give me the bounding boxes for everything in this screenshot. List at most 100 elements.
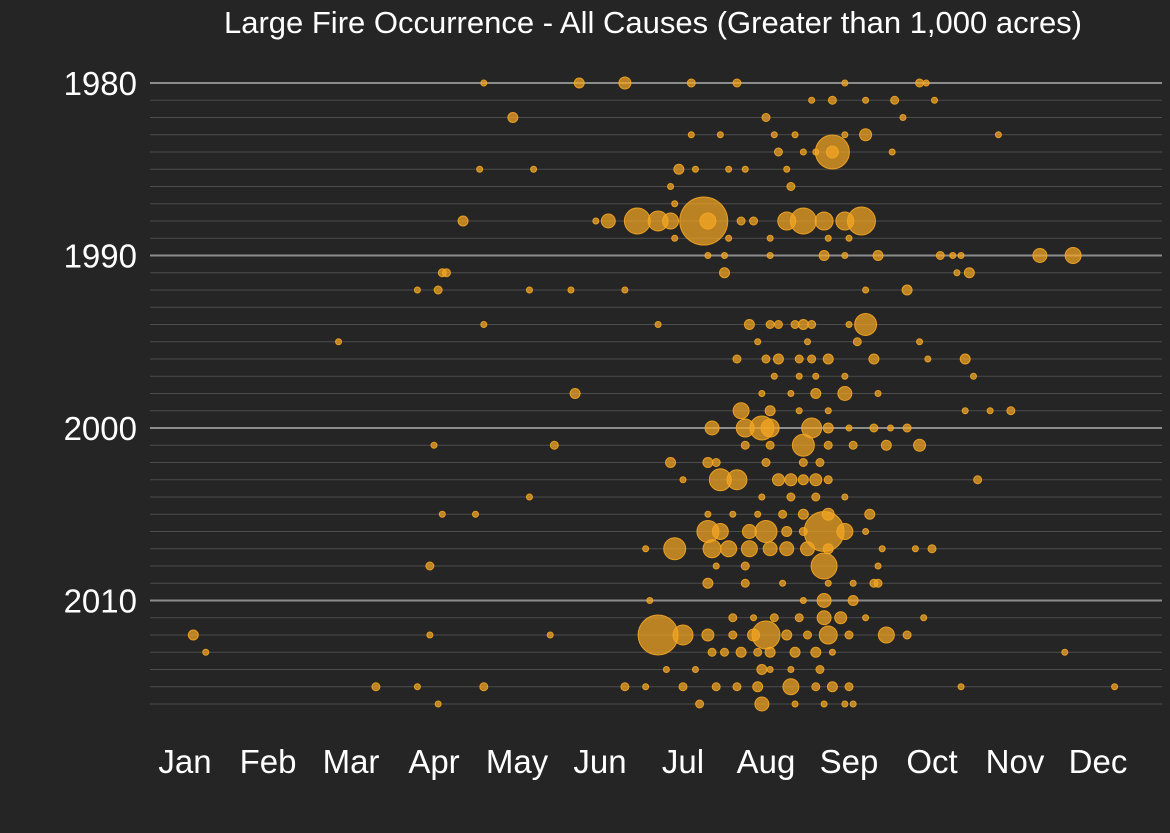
fire-point (711, 682, 721, 692)
fire-point (781, 629, 793, 641)
x-tick-label: Dec (1069, 743, 1128, 780)
y-tick-label: 1980 (64, 65, 137, 102)
fire-point (920, 614, 928, 622)
fire-point (654, 321, 662, 328)
fire-points (187, 76, 1119, 712)
fire-point (761, 458, 771, 467)
fire-point (782, 678, 800, 696)
fire-point (699, 212, 717, 230)
x-tick-label: Aug (737, 743, 796, 780)
fire-point (852, 337, 862, 347)
fire-point (472, 510, 479, 518)
fire-point (815, 665, 825, 674)
fire-point (818, 250, 830, 261)
fire-point (800, 541, 815, 557)
fire-point (781, 526, 793, 537)
fire-point (930, 96, 938, 104)
fire-point (902, 423, 912, 433)
fire-point (784, 473, 798, 487)
fire-point (732, 402, 750, 420)
fire-point (778, 509, 788, 519)
fire-point (187, 629, 199, 641)
fire-point (824, 234, 832, 242)
fire-point (721, 252, 728, 259)
fire-point (1032, 248, 1048, 263)
fire-point (808, 96, 816, 104)
fire-point (600, 213, 616, 229)
x-tick-label: Mar (323, 743, 380, 780)
fire-point (872, 250, 884, 261)
fire-point (810, 552, 838, 580)
fire-point (702, 539, 722, 559)
fire-point (754, 520, 778, 543)
fire-point (913, 438, 927, 452)
fire-point (899, 114, 907, 121)
fire-point (678, 682, 688, 692)
fire-point (911, 545, 919, 553)
fire-point (815, 458, 825, 467)
fire-point (864, 508, 876, 520)
fire-point (834, 611, 848, 625)
fire-point (841, 493, 849, 501)
fire-point (797, 474, 809, 486)
fire-point (434, 700, 442, 708)
fire-point (818, 625, 838, 645)
fire-point (729, 510, 737, 518)
fire-point (620, 682, 630, 692)
fire-point (773, 320, 783, 329)
fire-point (736, 216, 746, 226)
fire-point (764, 646, 776, 658)
fire-point (820, 700, 828, 708)
fire-point (728, 630, 738, 640)
fire-point (766, 252, 774, 259)
fire-point (841, 372, 849, 380)
fire-point (567, 286, 575, 294)
fire-point (847, 595, 859, 606)
fire-point (841, 79, 849, 87)
fire-point (740, 540, 758, 558)
fire-point (845, 234, 853, 242)
fire-point (479, 682, 489, 692)
fire-point (335, 338, 343, 346)
fire-point (970, 372, 977, 380)
fire-point (845, 321, 853, 328)
fire-point (773, 147, 783, 157)
fire-point (695, 699, 705, 709)
fire-point (621, 286, 629, 294)
fire-point (779, 541, 795, 557)
x-tick-label: Jan (158, 743, 211, 780)
fire-point (786, 182, 796, 191)
fire-point (824, 407, 832, 415)
fire-point (887, 424, 894, 432)
fire-point (901, 284, 913, 296)
fire-point (924, 355, 932, 363)
fire-point (711, 458, 721, 467)
fire-point (671, 234, 679, 242)
fire-point (807, 354, 817, 364)
fire-point (791, 700, 799, 708)
fire-point (779, 579, 787, 587)
fire-point (691, 165, 699, 173)
fire-point (809, 473, 823, 487)
fire-point (827, 95, 837, 105)
fire-point (794, 354, 804, 364)
fire-point (953, 269, 961, 277)
fire-point (663, 537, 687, 561)
fire-point (862, 286, 870, 294)
fire-point (786, 492, 796, 502)
fire-point (711, 523, 729, 540)
fire-point (869, 423, 879, 433)
fire-point (426, 631, 434, 639)
fire-point (728, 613, 738, 623)
fire-point (750, 614, 758, 622)
fire-point (766, 666, 774, 673)
fire-point (807, 320, 817, 329)
fire-point (880, 439, 892, 451)
fire-point (874, 390, 882, 397)
fire-point (957, 252, 965, 259)
fire-point (740, 440, 750, 450)
fire-point (836, 523, 854, 540)
fire-point (430, 441, 438, 449)
fire-point (701, 628, 715, 642)
fire-point (927, 544, 937, 554)
